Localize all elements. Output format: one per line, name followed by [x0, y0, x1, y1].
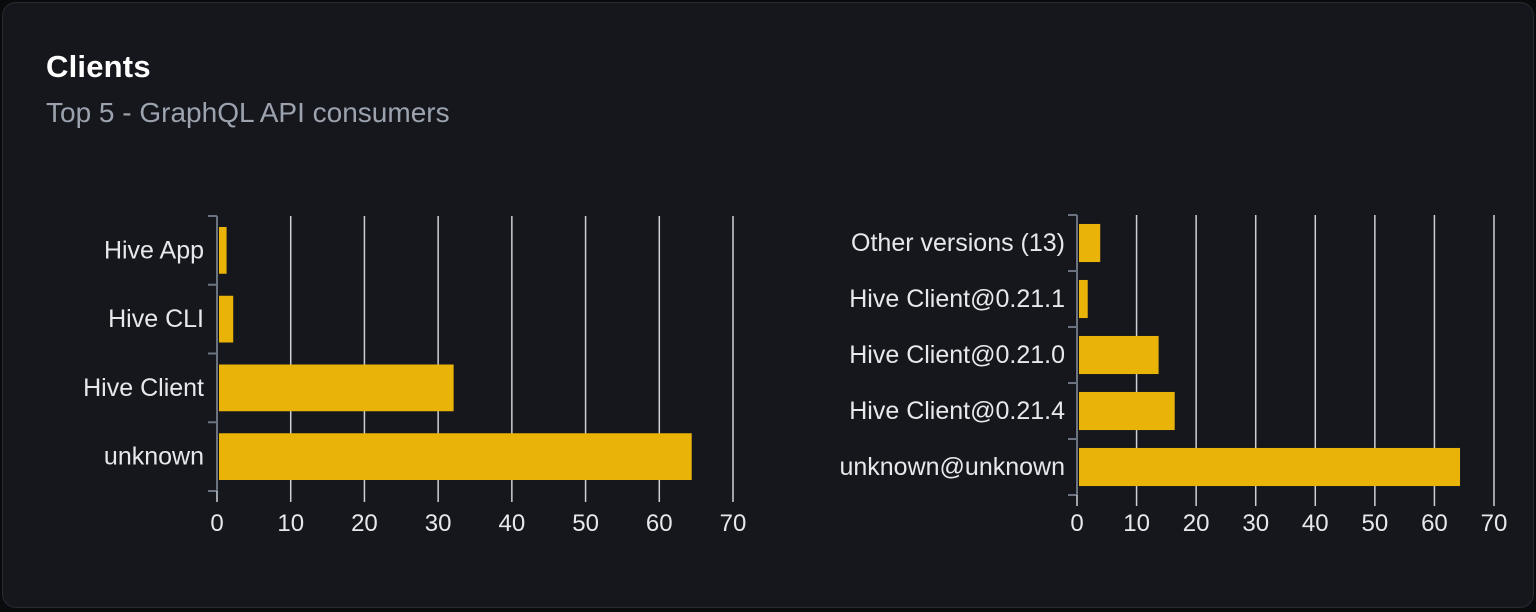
category-label: unknown: [104, 443, 204, 471]
page-subtitle: Top 5 - GraphQL API consumers: [46, 97, 450, 128]
x-tick-label: 30: [425, 510, 452, 537]
bar-hive-app[interactable]: [219, 227, 227, 274]
category-label: Other versions (13): [851, 229, 1065, 257]
category-label: Hive Client@0.21.4: [849, 397, 1065, 425]
x-tick-label: 10: [277, 510, 304, 537]
bar-hive-client-0-21-0[interactable]: [1079, 335, 1159, 375]
bar-other-versions-13-[interactable]: [1079, 223, 1101, 263]
x-tick-label: 40: [1302, 510, 1329, 537]
page-title: Clients: [46, 49, 151, 84]
bar-hive-client-0-21-1[interactable]: [1079, 279, 1088, 319]
x-tick-label: 10: [1123, 510, 1150, 537]
x-tick-label: 0: [1070, 510, 1083, 537]
x-tick-label: 60: [646, 510, 673, 537]
x-tick-label: 50: [572, 510, 599, 537]
category-label: Hive Client@0.21.1: [849, 285, 1065, 313]
category-label: Hive Client@0.21.0: [849, 341, 1065, 369]
x-tick-label: 30: [1242, 510, 1269, 537]
category-label: Hive Client: [83, 374, 204, 402]
x-tick-label: 0: [210, 510, 223, 537]
x-tick-label: 20: [1183, 510, 1210, 537]
clients-by-name-chart: 0 10 20 30 40 50 60 70 Hive App Hive CLI Hive Clie…: [83, 215, 747, 537]
x-tick-label: 50: [1362, 510, 1389, 537]
bar-hive-cli[interactable]: [219, 295, 234, 343]
category-label: Hive CLI: [108, 305, 204, 333]
bar-hive-client[interactable]: [219, 364, 454, 412]
x-tick-label: 70: [720, 510, 747, 537]
bar-unknown-unknown[interactable]: [1079, 447, 1461, 487]
category-label: unknown@unknown: [839, 453, 1065, 481]
category-label: Hive App: [104, 236, 204, 264]
x-tick-label: 70: [1481, 510, 1508, 537]
x-tick-label: 60: [1421, 510, 1448, 537]
x-tick-label: 20: [351, 510, 378, 537]
bar-hive-client-0-21-4[interactable]: [1079, 391, 1175, 431]
clients-by-version-chart: 0 10 20 30 40 50 60 70 Other versions (13) Hive C…: [839, 214, 1508, 537]
x-tick-label: 40: [499, 510, 526, 537]
bar-unknown[interactable]: [219, 433, 692, 480]
